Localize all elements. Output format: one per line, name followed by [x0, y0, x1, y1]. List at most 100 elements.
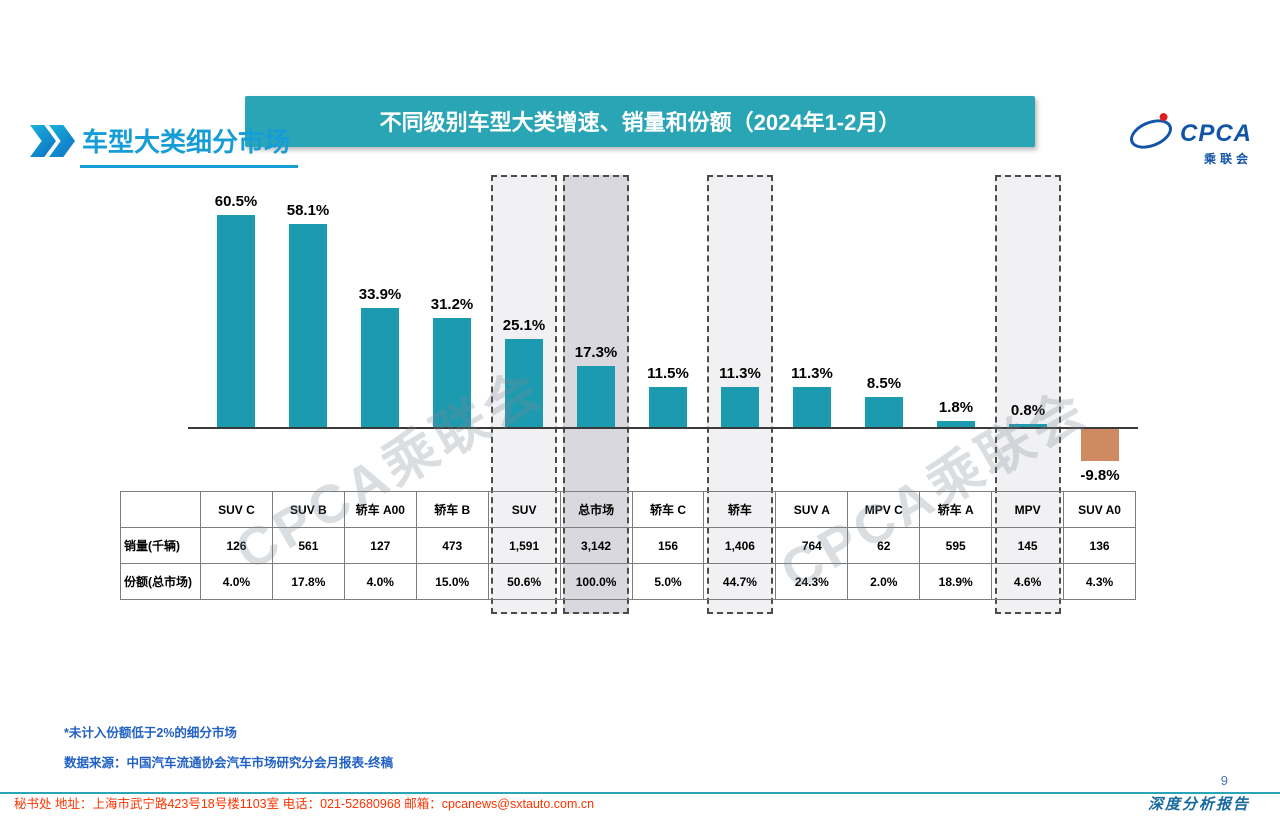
- table-header-cell: SUV B: [271, 491, 345, 528]
- logo-top-row: CPCA: [1120, 113, 1252, 155]
- table-cell: 4.0%: [200, 563, 273, 600]
- bar: [649, 386, 687, 427]
- bar: [361, 308, 399, 427]
- bar-column-SUV A: 11.3%: [776, 175, 848, 475]
- bar: [1081, 427, 1119, 462]
- data-table: SUV C SUV B 轿车 A00 轿车 B SUV 总市场 轿车 C 轿车 SUV A MPV…: [120, 491, 1136, 600]
- table-cell: 4.6%: [991, 563, 1065, 600]
- table-row-label: [120, 491, 201, 528]
- bar-value-label: 11.5%: [647, 364, 689, 382]
- table-header-cell: 轿车 C: [631, 491, 705, 528]
- bar-column-MPV C: 8.5%: [848, 175, 920, 475]
- chart-and-table: 60.5% 58.1% 33.9% 31.2% 25.1% 17.3% 11.5% 11.3%…: [120, 175, 1138, 614]
- table-cell: 127: [343, 527, 417, 564]
- table-cell: 145: [991, 527, 1065, 564]
- bar: [937, 420, 975, 427]
- bar-columns: 60.5% 58.1% 33.9% 31.2% 25.1% 17.3% 11.5% 11.3%…: [200, 175, 1136, 484]
- bar-chart: 60.5% 58.1% 33.9% 31.2% 25.1% 17.3% 11.5% 11.3%…: [188, 175, 1138, 484]
- table-cell: 4.0%: [343, 563, 417, 600]
- table-header-cell: 轿车 A00: [343, 491, 417, 528]
- bar: [721, 387, 759, 427]
- bar: [577, 366, 615, 427]
- table-row: 份额(总市场) 4.0% 17.8% 4.0% 15.0% 50.6% 100.0% 5.0%…: [120, 563, 1136, 600]
- table-row: 销量(千辆) 126 561 127 473 1,591 3,142 156 1,406 764 6…: [120, 527, 1136, 564]
- table-cell: 136: [1063, 527, 1136, 564]
- table-cell: 100.0%: [559, 563, 633, 600]
- table-header-cell: SUV A: [775, 491, 849, 528]
- bar-value-label: 1.8%: [938, 398, 974, 416]
- table-cell: 24.3%: [775, 563, 849, 600]
- table-header-cell: SUV: [487, 491, 561, 528]
- bar-value-label: 60.5%: [214, 193, 258, 211]
- table-cell: 3,142: [559, 527, 633, 564]
- table-header-cell: SUV C: [200, 491, 273, 528]
- table-cell: 473: [415, 527, 489, 564]
- logo-text: CPCA: [1179, 120, 1252, 147]
- bar-value-label: 0.8%: [1010, 402, 1046, 420]
- bar-column-轿车 B: 31.2%: [416, 175, 488, 475]
- table-row-label: 份额(总市场): [120, 563, 201, 600]
- table-cell: 1,591: [487, 527, 561, 564]
- table-header-cell: MPV C: [847, 491, 921, 528]
- slide: 车型大类细分市场 CPCA 乘联会 不同级别车型大类增速、销量和份额（2024年…: [0, 96, 1280, 816]
- note-data-source: 数据来源：中国汽车流通协会汽车市场研究分会月报表-终稿: [64, 756, 394, 770]
- table-cell: 4.3%: [1063, 563, 1136, 600]
- table-cell: 44.7%: [703, 563, 777, 600]
- bar-value-label: 33.9%: [358, 286, 402, 304]
- table-header-cell: 总市场: [559, 491, 633, 528]
- table-cell: 15.0%: [415, 563, 489, 600]
- bar: [217, 215, 255, 427]
- table-cell: 561: [271, 527, 345, 564]
- bar-value-label: 31.2%: [430, 295, 474, 313]
- table-header-cell: MPV: [991, 491, 1065, 528]
- bar-column-MPV: 0.8%: [992, 175, 1064, 475]
- table-row: SUV C SUV B 轿车 A00 轿车 B SUV 总市场 轿车 C 轿车 SUV A MPV…: [120, 491, 1136, 528]
- report-label: 深度分析报告: [1147, 795, 1250, 813]
- bar-column-轿车 A: 1.8%: [920, 175, 992, 475]
- bar-value-label: 58.1%: [286, 201, 330, 219]
- bar-column-SUV B: 58.1%: [272, 175, 344, 475]
- bar-value-label: 8.5%: [866, 375, 902, 393]
- table-header-cell: 轿车: [703, 491, 777, 528]
- bar-column-轿车: 11.3%: [704, 175, 776, 475]
- bar-value-label: 11.3%: [719, 365, 761, 383]
- chart-baseline: [188, 427, 1138, 429]
- bar-value-label: 25.1%: [502, 317, 546, 335]
- table-cell: 764: [775, 527, 849, 564]
- page-header: 车型大类细分市场: [30, 122, 299, 168]
- table-cell: 5.0%: [631, 563, 705, 600]
- bar-column-SUV A0: -9.8%: [1064, 175, 1136, 484]
- bar-column-总市场: 17.3%: [560, 175, 632, 475]
- logo-subtext: 乘联会: [1203, 152, 1252, 166]
- bar-column-SUV: 25.1%: [488, 175, 560, 475]
- footer-contact: 秘书处 地址：上海市武宁路423号18号楼1103室 电话：021-526809…: [14, 797, 595, 811]
- bar-value-label: 17.3%: [574, 344, 618, 362]
- table-cell: 18.9%: [919, 563, 993, 600]
- chevron-icon: [30, 125, 56, 157]
- bar: [793, 387, 831, 427]
- table-cell: 156: [631, 527, 705, 564]
- bar: [1009, 424, 1047, 427]
- bar-column-SUV C: 60.5%: [200, 175, 272, 475]
- table-cell: 126: [200, 527, 273, 564]
- bar-value-label: -9.8%: [1080, 467, 1120, 485]
- bar: [865, 397, 903, 427]
- table-cell: 2.0%: [847, 563, 921, 600]
- bar: [289, 223, 327, 427]
- table-row-label: 销量(千辆): [120, 527, 201, 564]
- page-title: 车型大类细分市场: [80, 122, 299, 168]
- chart-title-banner: 不同级别车型大类增速、销量和份额（2024年1-2月）: [245, 96, 1035, 147]
- bar-column-轿车 C: 11.5%: [632, 175, 704, 475]
- table-cell: 62: [847, 527, 921, 564]
- bar: [433, 317, 471, 427]
- bar-column-轿车 A00: 33.9%: [344, 175, 416, 475]
- table-cell: 17.8%: [271, 563, 345, 600]
- table-header-cell: 轿车 B: [415, 491, 489, 528]
- bar-value-label: 11.3%: [791, 365, 833, 383]
- table-cell: 50.6%: [487, 563, 561, 600]
- note-exclusion: *未计入份额低于2%的细分市场: [64, 726, 237, 740]
- logo-swoosh-icon: [1125, 113, 1177, 155]
- table-header-cell: SUV A0: [1063, 491, 1136, 528]
- cpca-logo: CPCA 乘联会: [1120, 113, 1252, 167]
- bar: [505, 339, 543, 427]
